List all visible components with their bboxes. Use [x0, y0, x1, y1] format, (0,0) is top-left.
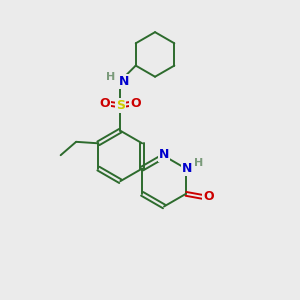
Text: N: N	[159, 148, 169, 161]
Text: S: S	[116, 99, 125, 112]
Text: N: N	[182, 162, 193, 175]
Text: N: N	[119, 74, 129, 88]
Text: O: O	[203, 190, 214, 203]
Text: H: H	[106, 73, 116, 82]
Text: H: H	[194, 158, 203, 168]
Text: O: O	[100, 97, 110, 110]
Text: O: O	[130, 97, 141, 110]
